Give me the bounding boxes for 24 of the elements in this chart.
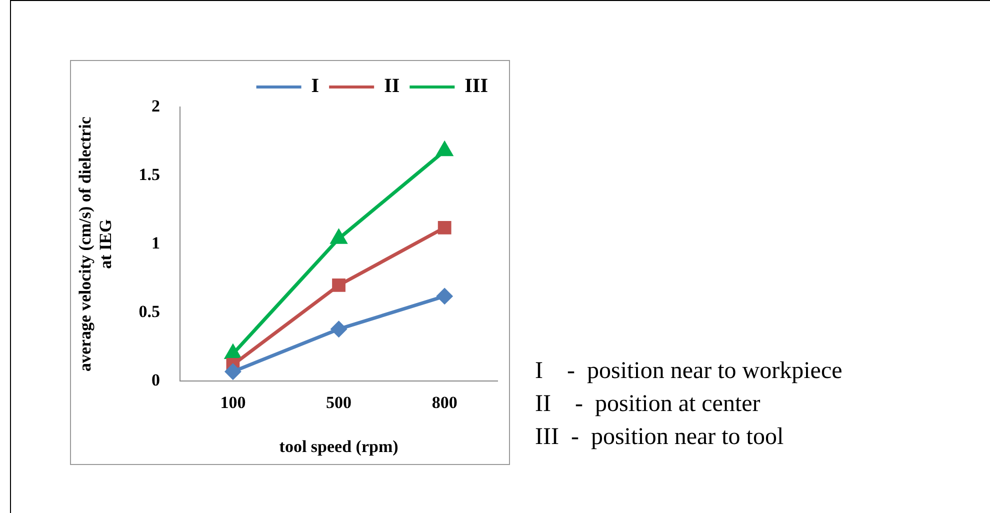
- text: II - position at center: [535, 391, 760, 417]
- x-tick-label: 500: [326, 392, 352, 412]
- legend-label: III: [464, 75, 488, 98]
- point: [332, 278, 346, 292]
- point: [436, 142, 452, 156]
- point: [225, 364, 241, 380]
- text: I - position near to workpiece: [535, 358, 842, 384]
- y-tick-label: 2: [152, 96, 160, 116]
- point: [331, 321, 347, 337]
- point: [436, 288, 452, 304]
- text: III - position near to tool: [535, 424, 784, 450]
- y-tick-label: 1: [152, 233, 160, 252]
- legend-label: II: [384, 75, 400, 98]
- y-axis-title: average velocity (cm/s) of dielectric at IEG: [76, 116, 115, 372]
- y-tick-label: 0.5: [138, 302, 160, 322]
- legend-label: I: [311, 75, 320, 98]
- point: [438, 220, 452, 234]
- point: [225, 345, 241, 360]
- x-tick-label: 100: [220, 392, 246, 412]
- y-tick-label: 0: [152, 370, 160, 390]
- x-axis-title: tool speed (rpm): [279, 437, 398, 456]
- point: [330, 230, 347, 244]
- y-tick-label: 1.5: [138, 164, 160, 184]
- x-tick-label: 800: [432, 392, 458, 412]
